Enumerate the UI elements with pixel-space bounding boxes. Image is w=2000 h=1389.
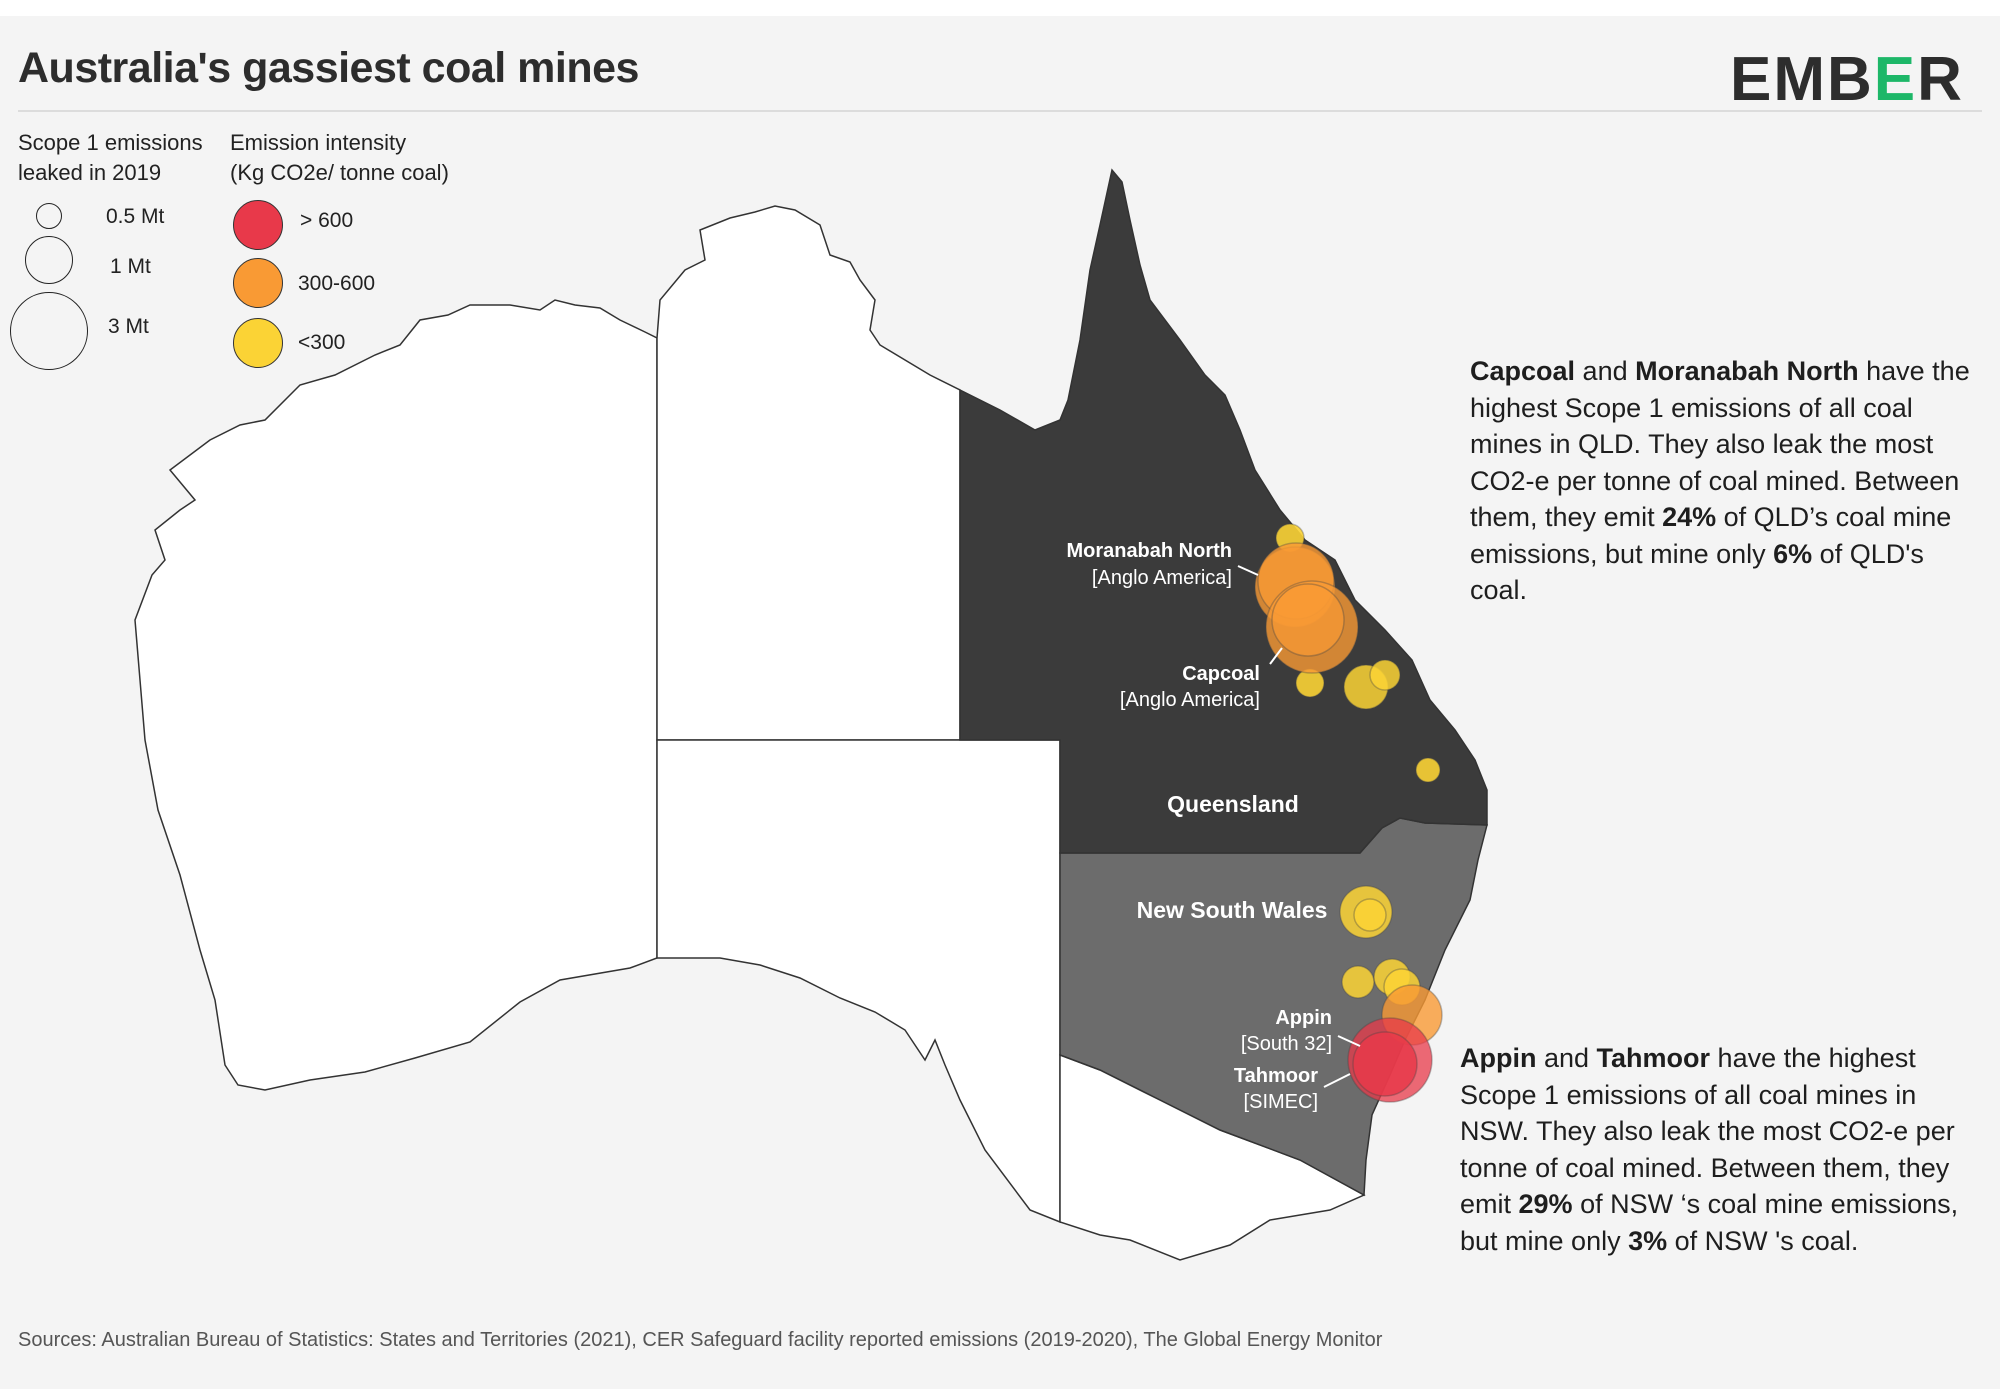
intensity-legend-swatch-medium [233, 258, 283, 308]
leader-line-capcoal [1269, 647, 1283, 665]
size-legend-circle-medium [25, 236, 73, 284]
mine-owner-appin: [South 32] [1241, 1033, 1332, 1055]
mine-owner-moranabah-north: [Anglo America] [1092, 567, 1232, 589]
state-south-australia [656, 739, 1061, 1224]
intensity-legend-title: Emission intensity (Kg CO2e/ tonne coal) [230, 130, 449, 185]
mine-marker [1353, 898, 1387, 932]
size-legend-label-small: 0.5 Mt [106, 205, 165, 228]
size-legend-label-medium: 1 Mt [110, 255, 151, 278]
state-northern-territory [656, 205, 961, 741]
intensity-legend-label-high: > 600 [300, 209, 354, 232]
intensity-legend-label-medium: 300-600 [298, 272, 376, 295]
intensity-legend-swatch-high [233, 200, 283, 250]
region-label-new-south-wales: New South Wales [1137, 897, 1328, 923]
size-legend-title: Scope 1 emissions leaked in 2019 [18, 130, 203, 185]
size-legend-circle-large [10, 292, 88, 370]
mine-label-capcoal: Capcoal [1182, 663, 1260, 685]
size-legend-circle-small [36, 203, 62, 229]
leader-line-appin [1337, 1035, 1361, 1047]
top-strip [0, 0, 2000, 16]
mine-marker [1341, 965, 1375, 999]
annotation-qld: Capcoal and Moranabah North have the hig… [1470, 356, 1970, 605]
mine-label-appin: Appin [1275, 1007, 1332, 1029]
intensity-legend-swatch-low [233, 318, 283, 368]
intensity-legend-label-low: <300 [298, 331, 346, 354]
mine-owner-capcoal: [Anglo America] [1120, 689, 1260, 711]
svg-text:EMBER: EMBER [1730, 45, 1964, 114]
sources-footnote: Sources: Australian Bureau of Statistics… [18, 1329, 1383, 1351]
mine-label-moranabah-north: Moranabah North [1066, 540, 1232, 562]
mine-marker [1415, 757, 1441, 783]
mine-owner-tahmoor: [SIMEC] [1244, 1091, 1318, 1113]
state-western-australia [134, 299, 658, 1091]
mine-marker [1369, 659, 1401, 691]
page-title: Australia's gassiest coal mines [18, 44, 639, 92]
leader-line-tahmoor [1323, 1073, 1351, 1088]
mine-marker-tahmoor [1352, 1031, 1418, 1097]
size-legend-label-large: 3 Mt [108, 315, 149, 338]
ember-logo: EMBER [1730, 45, 1964, 114]
header-divider [18, 110, 1982, 112]
annotation-nsw: Appin and Tahmoor have the highest Scope… [1460, 1043, 1959, 1256]
mine-label-tahmoor: Tahmoor [1234, 1065, 1318, 1087]
leader-line-moranabah-north [1237, 565, 1259, 576]
region-label-queensland: Queensland [1167, 791, 1299, 817]
mine-marker [1271, 583, 1345, 657]
